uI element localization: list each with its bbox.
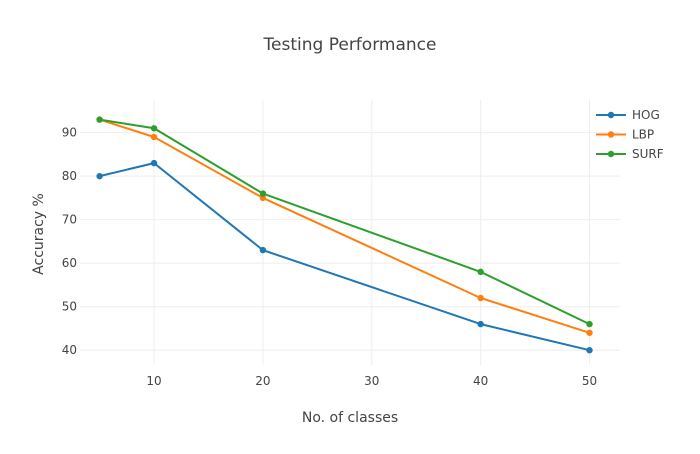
legend-label-lbp: LBP [632,128,654,142]
y-tick-label: 90 [62,126,77,140]
data-point-surf[interactable] [586,320,593,328]
legend-item-lbp[interactable]: LBP [596,128,654,142]
legend-label-hog: HOG [632,108,660,122]
x-tick-label: 50 [582,374,597,388]
series-line-hog [99,162,590,352]
y-tick-label: 60 [62,256,77,270]
data-point-lbp[interactable] [150,133,158,141]
x-tick-label: 30 [364,374,379,388]
y-axis-title: Accuracy % [31,193,47,275]
y-tick-label: 40 [62,343,77,357]
series-line-surf [99,118,590,326]
y-tick-label: 50 [62,300,77,314]
legend-marker-lbp [607,131,615,138]
x-tick-label: 40 [473,374,488,388]
x-axis-title: No. of classes [302,410,398,426]
series-line-lbp [99,118,590,334]
x-tick-label: 20 [255,374,270,388]
series-layer [96,116,593,354]
data-point-hog[interactable] [259,246,267,254]
legend-marker-surf [607,150,615,158]
data-point-lbp[interactable] [586,329,593,336]
legend-marker-hog [607,111,615,119]
y-tick-label: 70 [62,213,77,227]
data-point-hog[interactable] [586,347,593,354]
legend-item-hog[interactable]: HOG [596,108,660,122]
legend-label-surf: SURF [632,147,664,161]
legend-item-surf[interactable]: SURF [596,147,664,161]
x-axis-ticks: 10 20 30 40 50 [146,374,597,388]
chart-title: Testing Performance [263,35,437,55]
grid [80,100,620,365]
x-tick-label: 10 [146,374,161,388]
data-point-surf[interactable] [259,190,267,197]
data-point-surf[interactable] [477,268,484,276]
data-point-surf[interactable] [96,116,103,123]
y-tick-label: 80 [62,169,77,183]
data-point-lbp[interactable] [477,294,484,302]
data-point-surf[interactable] [150,125,158,132]
y-axis-ticks: 40 50 60 70 80 90 [62,126,77,358]
legend[interactable]: HOG LBP SURF [596,108,664,161]
data-point-hog[interactable] [477,320,484,328]
data-point-hog[interactable] [150,159,158,167]
data-point-hog[interactable] [96,172,103,180]
